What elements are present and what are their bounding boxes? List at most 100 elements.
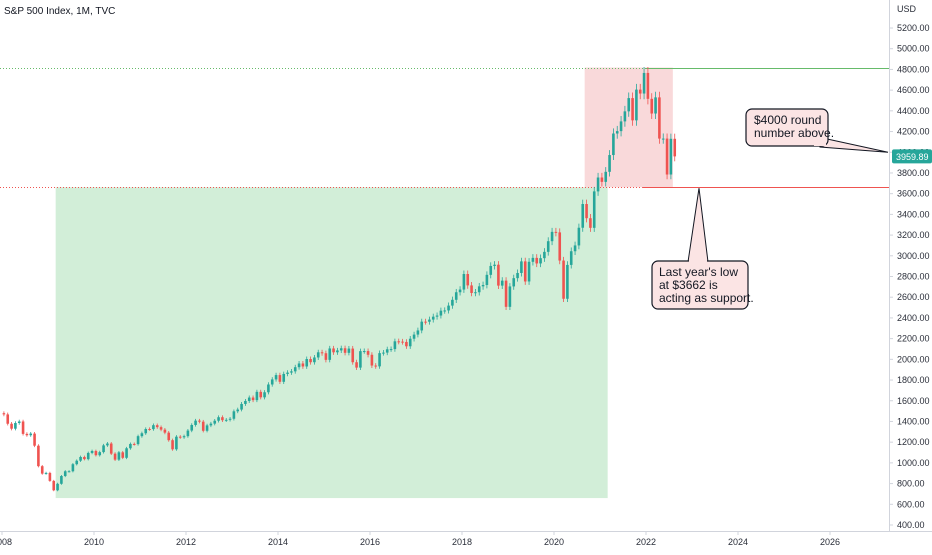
candle-body [278,375,282,382]
candle-body [309,359,312,363]
candle [63,470,67,478]
candle [178,435,182,439]
candle-body [454,292,458,300]
candle-body [493,264,496,266]
candle [60,474,63,485]
candle [6,412,10,426]
candle-body [320,352,324,354]
candle [428,316,431,325]
candle-body [550,231,554,242]
candle [313,354,316,365]
y-tick-label: 5200.00 [897,23,930,33]
candle [309,356,312,365]
candle [592,186,596,232]
x-tick-label: 2020 [544,537,564,547]
candle [504,277,508,310]
candle [251,395,255,403]
candle-body [631,98,634,121]
candle-body [504,280,508,307]
candle-body [106,443,109,446]
candle-body [201,421,205,431]
candle [213,418,217,426]
candle [646,67,650,105]
candle [290,369,293,375]
candle-body [661,138,665,140]
callout-1-line: number above. [754,126,834,140]
candle [102,443,105,454]
candle-body [558,232,562,261]
candle [148,427,151,431]
candle-body [244,400,247,404]
candle-body [615,131,619,134]
y-tick-label: 1000.00 [897,458,930,468]
candle-body [355,362,358,368]
candle [75,459,79,466]
candle-body [604,171,608,182]
candle [186,428,190,438]
candle-body [175,436,178,450]
candle [336,347,339,355]
candle [198,418,201,424]
candle-body [25,433,29,436]
candle-body [508,286,512,307]
candle [573,241,577,256]
candle-body [596,177,600,192]
candle [416,327,420,338]
zones-layer [55,67,673,499]
candle-body [650,98,654,114]
candle-body [443,310,447,312]
candle [658,91,661,144]
candle [21,419,25,436]
callout-2-line: at $3662 is [659,278,718,292]
candle [462,270,466,293]
candle-body [343,348,347,353]
candle [175,435,178,451]
candle [106,442,109,447]
candle [56,482,59,492]
candle [500,277,504,289]
candle [466,270,470,289]
candle [458,286,462,296]
candle-body [98,452,102,456]
candle [221,415,224,422]
candle [182,434,186,439]
candle-body [14,423,17,429]
candle [240,402,243,412]
candle-body [263,392,266,398]
candle [566,261,569,302]
candle [305,356,309,369]
candle [259,389,263,400]
y-tick-label: 1400.00 [897,416,930,426]
candle [382,350,385,356]
candle [286,370,289,377]
candle-body [589,218,592,228]
candle-body [240,403,243,410]
zone-0 [55,187,608,499]
candle-body [163,429,167,433]
candle-body [485,274,489,285]
candle-body [646,72,650,99]
candle [301,361,305,369]
candle [236,407,240,414]
candle [37,444,40,468]
candle [596,172,600,196]
candle [481,281,485,290]
candle-body [642,72,646,94]
candle [282,371,286,385]
candle-body [420,321,424,331]
candle-body [190,424,194,431]
candle-body [397,341,401,343]
candle-body [6,414,10,424]
y-tick-label: 3000.00 [897,251,930,261]
candle-body [673,138,677,157]
candle-body [623,111,627,122]
candle [619,116,623,137]
candle-body [259,391,263,398]
candle-body [635,89,638,121]
candle-body [481,284,485,287]
candle [244,398,247,406]
candle-body [470,285,473,293]
candle [531,254,535,266]
candle-body [71,464,75,472]
